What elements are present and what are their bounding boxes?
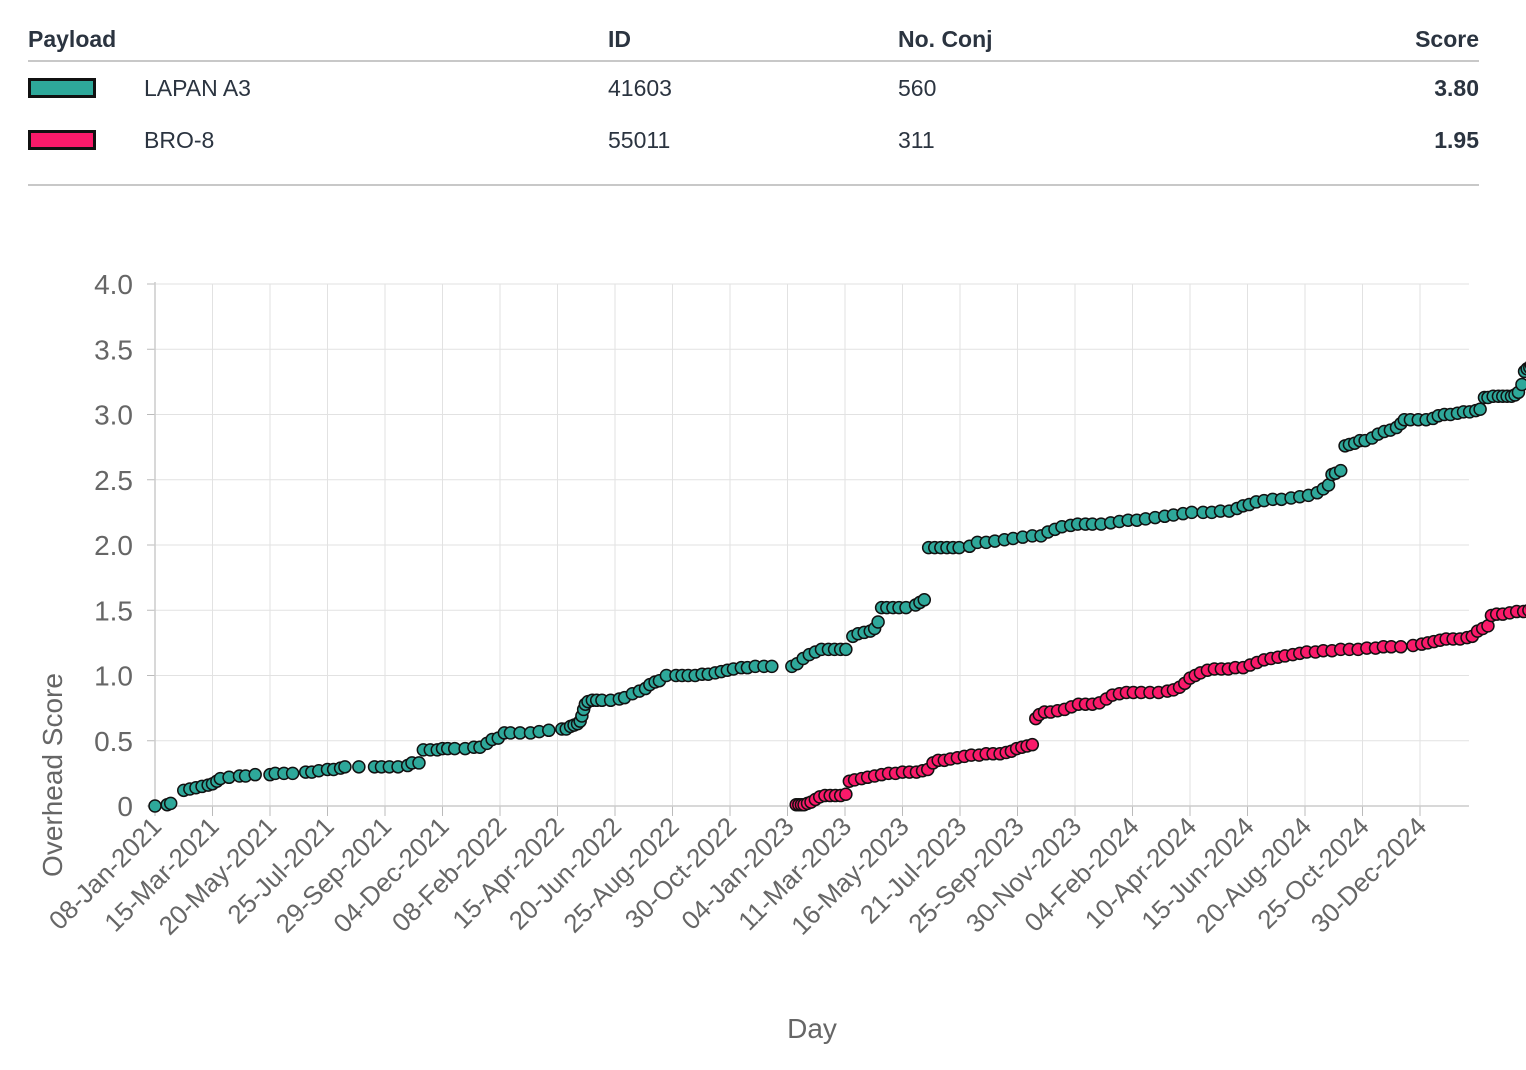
y-tick-label: 4.0 [94, 269, 133, 300]
y-tick-labels: 0 0.5 1.0 1.5 2.0 2.5 3.0 3.5 4.0 [94, 269, 133, 822]
data-point[interactable] [542, 723, 556, 738]
legend-table-header: Payload ID No. Conj Score [28, 18, 1479, 62]
series-0 [148, 361, 1526, 813]
axes [147, 282, 1469, 816]
data-point[interactable] [1333, 463, 1348, 478]
y-tick-label: 3.5 [94, 334, 133, 365]
table-row[interactable]: LAPAN A3 41603 560 3.80 [28, 62, 1479, 114]
y-tick-label: 1.0 [94, 661, 133, 692]
series-1 [789, 604, 1526, 812]
series-swatch-bro8 [28, 130, 96, 150]
payload-conj: 560 [898, 74, 937, 101]
payload-id: 55011 [608, 126, 671, 153]
header-payload[interactable]: Payload [28, 25, 117, 52]
data-point[interactable] [248, 767, 262, 782]
data-point[interactable] [148, 799, 162, 813]
data-point[interactable] [917, 593, 932, 607]
table-divider [28, 166, 1479, 186]
y-tick-label: 2.0 [94, 530, 133, 561]
series-swatch-lapan [28, 78, 96, 98]
payload-conj: 311 [898, 126, 935, 153]
data-point[interactable] [352, 760, 366, 774]
data-point[interactable] [1522, 604, 1526, 617]
data-point[interactable] [338, 760, 352, 774]
legend-table: Payload ID No. Conj Score LAPAN A3 41603… [28, 18, 1479, 186]
data-point[interactable] [1515, 377, 1526, 392]
header-conj[interactable]: No. Conj [898, 25, 993, 52]
data-point[interactable] [839, 642, 853, 657]
data-point[interactable] [1394, 640, 1408, 654]
data-point[interactable] [163, 796, 178, 811]
data-point[interactable] [1184, 505, 1199, 520]
data-point[interactable] [412, 756, 426, 770]
grid [154, 283, 1469, 807]
y-axis-label: Overhead Score [37, 673, 68, 877]
payload-name: LAPAN A3 [144, 74, 251, 101]
header-score[interactable]: Score [1415, 25, 1479, 52]
y-tick-label: 0 [117, 791, 133, 822]
x-tick-labels: 08-Jan-202115-Mar-202120-May-202125-Jul-… [43, 811, 1432, 941]
scatter-chart: 0 0.5 1.0 1.5 2.0 2.5 3.0 3.5 4.0 08-Jan-202115-… [37, 269, 1526, 1044]
data-point[interactable] [1473, 402, 1487, 417]
payload-score: 1.95 [1434, 126, 1479, 153]
data-point[interactable] [765, 659, 779, 674]
data-points [148, 361, 1526, 813]
y-tick-label: 0.5 [94, 726, 133, 757]
header-id[interactable]: ID [608, 25, 631, 52]
y-tick-label: 2.5 [94, 465, 133, 496]
data-point[interactable] [285, 766, 300, 781]
table-row[interactable]: BRO-8 55011 311 1.95 [28, 114, 1479, 166]
payload-id: 41603 [608, 74, 672, 101]
y-tick-label: 3.0 [94, 400, 133, 431]
data-point[interactable] [839, 787, 853, 802]
x-axis-label: Day [787, 1013, 837, 1044]
payload-score: 3.80 [1434, 74, 1479, 101]
payload-name: BRO-8 [144, 126, 215, 153]
data-point[interactable] [871, 615, 885, 629]
data-point[interactable] [1025, 737, 1040, 752]
y-tick-label: 1.5 [94, 595, 133, 626]
